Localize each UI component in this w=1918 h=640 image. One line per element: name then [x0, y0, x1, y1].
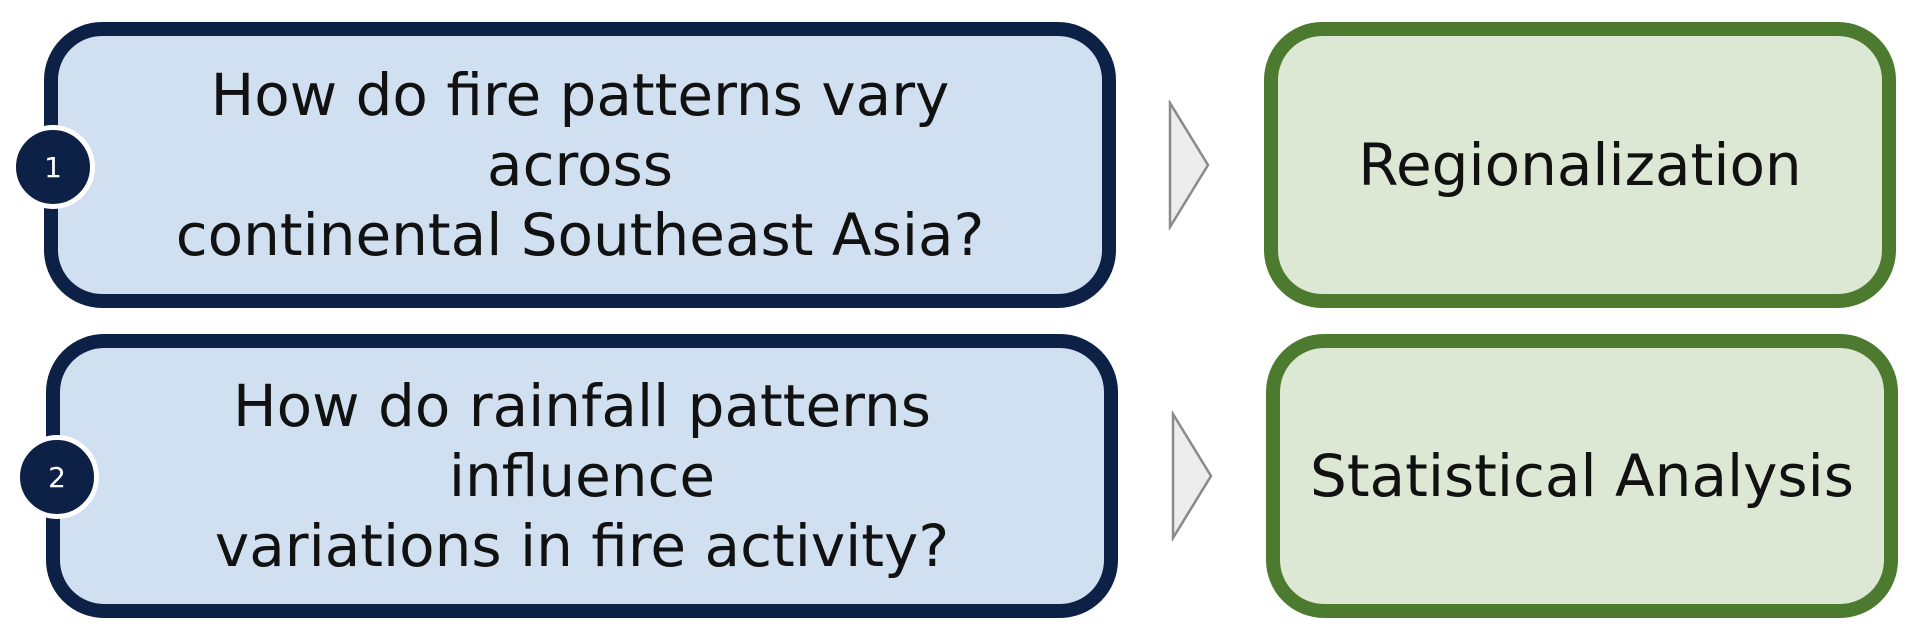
question-2-line-2: variations in fire activity?: [214, 512, 950, 580]
question-box-2: How do rainfall patterns influence varia…: [46, 334, 1118, 618]
method-label-1: Regionalization: [1358, 131, 1802, 199]
question-1-line-2: continental Southeast Asia?: [175, 201, 985, 269]
question-1-line-1: How do fire patterns vary across: [210, 61, 950, 199]
step-number-1: 1: [44, 150, 62, 184]
question-text-2: How do rainfall patterns influence varia…: [120, 371, 1044, 581]
question-box-1: How do fire patterns vary across contine…: [44, 22, 1116, 308]
question-2-line-1: How do rainfall patterns influence: [233, 372, 931, 510]
step-number-badge-2: 2: [15, 435, 99, 519]
method-box-2: Statistical Analysis: [1266, 334, 1898, 618]
question-text-1: How do fire patterns vary across contine…: [118, 60, 1042, 270]
arrow-right-icon-2: [1171, 411, 1213, 541]
step-number-badge-1: 1: [11, 125, 95, 209]
step-number-2: 2: [48, 460, 66, 494]
arrow-right-icon-1: [1168, 100, 1210, 230]
method-box-1: Regionalization: [1264, 22, 1896, 308]
method-label-2: Statistical Analysis: [1310, 442, 1854, 510]
